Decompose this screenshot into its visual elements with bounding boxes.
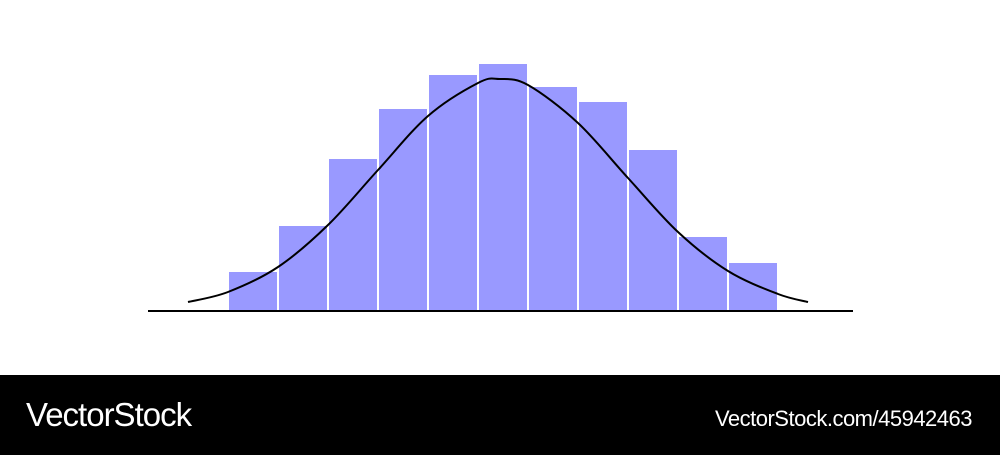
- bar: [227, 270, 279, 312]
- watermark-brand: VectorStock: [26, 396, 193, 433]
- bar: [577, 100, 629, 312]
- bar: [627, 148, 679, 312]
- bar: [677, 235, 729, 312]
- bar: [727, 261, 779, 312]
- fit-curve: [187, 77, 809, 303]
- watermark-id: VectorStock.com/45942463: [715, 406, 972, 431]
- bar: [477, 62, 529, 312]
- bar: [377, 107, 429, 312]
- bar: [527, 85, 579, 312]
- watermark-bar: [0, 375, 1000, 455]
- bar: [327, 157, 379, 312]
- bar: [427, 73, 479, 312]
- bar: [277, 224, 329, 312]
